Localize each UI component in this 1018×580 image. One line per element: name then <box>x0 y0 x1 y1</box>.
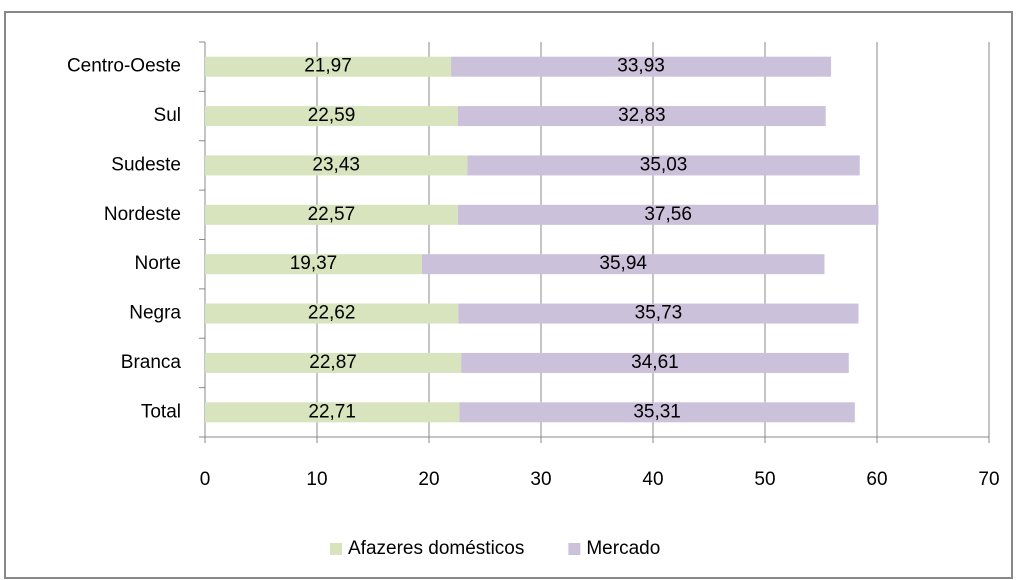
value-label: 37,56 <box>644 204 692 225</box>
bar-segment <box>421 254 825 275</box>
legend-swatch <box>330 543 342 555</box>
x-tick-label: 60 <box>866 469 887 490</box>
bar-segment <box>451 56 832 77</box>
bar-segment <box>205 303 459 324</box>
bar-segment <box>205 155 468 176</box>
value-label: 22,62 <box>308 303 356 324</box>
y-tick-label: Total <box>141 401 181 422</box>
x-tick-label: 40 <box>642 469 663 490</box>
value-label: 35,03 <box>640 154 688 175</box>
value-label: 22,57 <box>308 204 356 225</box>
bar-segment <box>459 402 855 423</box>
x-tick-label: 0 <box>200 469 211 490</box>
y-tick-label: Centro-Oeste <box>67 56 181 77</box>
bar-segment <box>458 303 859 324</box>
x-tick-label: 20 <box>418 469 439 490</box>
bar-segment <box>457 204 879 225</box>
y-tick-label: Sudeste <box>111 154 181 175</box>
value-label: 32,83 <box>618 105 666 126</box>
value-label: 35,73 <box>635 303 683 324</box>
legend-swatch <box>568 543 581 555</box>
value-label: 22,71 <box>308 401 356 422</box>
y-tick-label: Sul <box>154 105 181 126</box>
value-label: 35,31 <box>633 401 681 422</box>
y-tick-label: Nordeste <box>104 204 181 225</box>
y-tick-label: Negra <box>129 303 181 324</box>
bar-segment <box>205 254 422 275</box>
x-tick-label: 30 <box>530 469 551 490</box>
y-tick-label: Norte <box>135 253 181 274</box>
value-label: 35,94 <box>599 253 647 274</box>
value-label: 19,37 <box>290 253 338 274</box>
y-tick-label: Branca <box>121 352 182 373</box>
bar-segment <box>458 106 826 127</box>
bar-segment <box>205 204 458 225</box>
bar-segment <box>467 155 860 176</box>
legend-label: Afazeres domésticos <box>348 538 524 559</box>
x-tick-label: 50 <box>754 469 775 490</box>
value-label: 34,61 <box>631 352 679 373</box>
value-label: 21,97 <box>304 56 352 77</box>
value-label: 22,59 <box>308 105 356 126</box>
bar-segment <box>205 106 459 127</box>
legend-label: Mercado <box>586 538 660 559</box>
value-label: 23,43 <box>312 154 360 175</box>
value-label: 22,87 <box>309 352 357 373</box>
bar-segment <box>205 56 452 77</box>
value-label: 33,93 <box>617 56 665 77</box>
x-tick-label: 70 <box>978 469 999 490</box>
x-tick-label: 10 <box>306 469 327 490</box>
bar-segment <box>205 352 462 373</box>
bar-segment <box>461 352 849 373</box>
chart-border <box>4 11 1013 579</box>
bar-segment <box>205 402 460 423</box>
